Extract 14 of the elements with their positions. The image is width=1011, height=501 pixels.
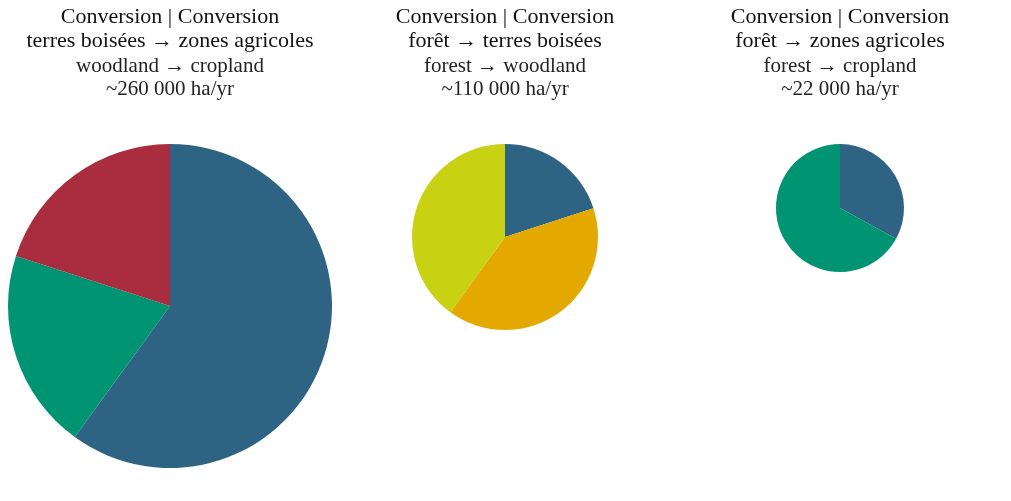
pie-slice bbox=[15, 144, 170, 306]
chart-title: Conversion | Conversion terres boisées → zones agricoles bbox=[26, 3, 314, 52]
pie-slice bbox=[74, 144, 332, 468]
chart-title: Conversion | Conversion forêt → terres boisées bbox=[395, 3, 615, 52]
chart-subtitle: woodland → cropland ~260 000 ha/yr bbox=[76, 53, 265, 100]
pie-slice bbox=[8, 255, 170, 438]
pie-slice bbox=[450, 208, 598, 330]
pie-slice bbox=[505, 144, 594, 237]
pie-slice bbox=[840, 144, 904, 239]
chart-subtitle: forest → cropland ~22 000 ha/yr bbox=[763, 53, 917, 100]
pie-slice bbox=[776, 144, 897, 272]
chart-title: Conversion | Conversion forêt → zones agricoles bbox=[730, 3, 950, 52]
pie-slice bbox=[412, 144, 505, 313]
chart-subtitle: forest → woodland ~110 000 ha/yr bbox=[423, 53, 587, 100]
